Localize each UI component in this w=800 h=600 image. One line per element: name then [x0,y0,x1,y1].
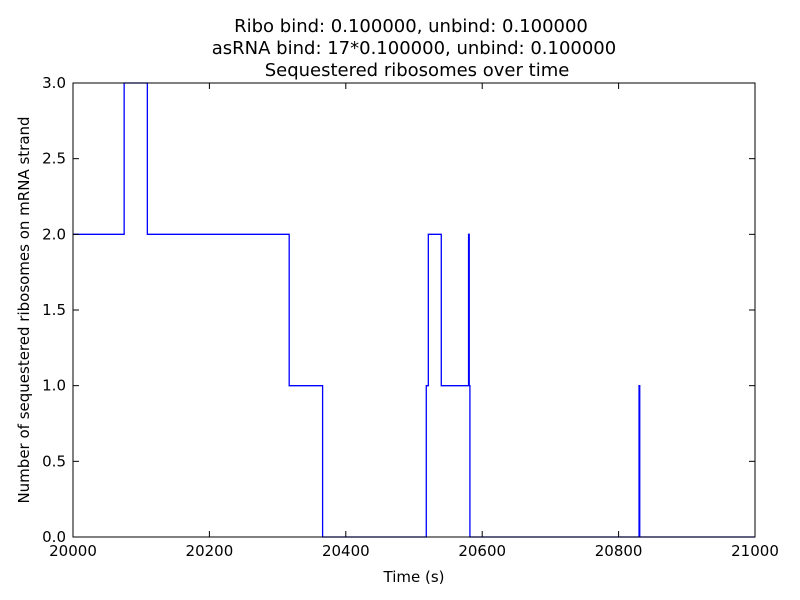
chart-title-line-3: Sequestered ribosomes over time [265,60,570,81]
x-tick-label: 20200 [186,542,234,560]
y-axis: 0.0 0.5 1.0 1.5 2.0 2.5 3.0 [42,74,755,546]
x-tick-label: 20800 [595,542,643,560]
y-tick-label: 0.0 [42,528,66,546]
chart-title-line-2: asRNA bind: 17*0.100000, unbind: 0.10000… [212,38,616,59]
y-tick-label: 2.0 [42,225,66,243]
x-axis-label: Time (s) [383,568,445,586]
plot-frame [72,82,756,538]
y-tick-label: 1.0 [42,377,66,395]
x-tick-label: 20000 [49,542,97,560]
series-0-line [73,82,755,538]
x-tick-label: 20600 [458,542,506,560]
plot-area [72,82,756,538]
y-tick-label: 0.5 [42,452,66,470]
y-tick-label: 1.5 [42,301,66,319]
x-tick-label: 20400 [322,542,370,560]
y-axis-label: Number of sequestered ribosomes on mRNA … [15,116,33,503]
x-tick-label: 21000 [731,542,779,560]
x-axis: 20000 20200 20400 20600 20800 21000 [49,83,779,560]
y-tick-label: 3.0 [42,74,66,92]
chart-title-line-1: Ribo bind: 0.100000, unbind: 0.100000 [234,16,588,37]
y-tick-label: 2.5 [42,150,66,168]
